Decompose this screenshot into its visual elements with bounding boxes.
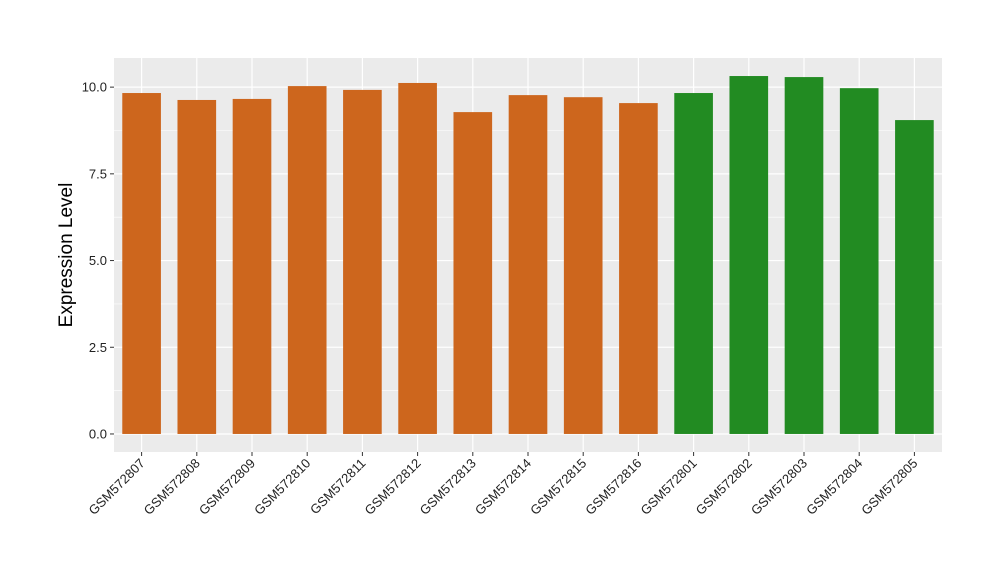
bar-GSM572808 (177, 99, 217, 434)
x-tick-label: GSM572807 (85, 456, 147, 518)
y-tick-label: 5.0 (89, 253, 107, 268)
x-tick-label: GSM572808 (141, 456, 203, 518)
x-tick-label: GSM572816 (582, 456, 644, 518)
y-tick-label: 10.0 (82, 80, 107, 95)
bar-GSM572801 (674, 93, 713, 434)
x-tick-label: GSM572814 (472, 456, 534, 518)
x-tick-label: GSM572803 (748, 456, 810, 518)
bar-GSM572809 (232, 98, 272, 434)
x-tick-label: GSM572802 (693, 456, 755, 518)
x-tick-label: GSM572815 (527, 456, 589, 518)
x-tick-label: GSM572813 (417, 456, 479, 518)
bar-GSM572805 (895, 120, 934, 434)
bars (122, 76, 934, 434)
bar-GSM572812 (398, 82, 437, 434)
y-axis-label: Expression Level (56, 183, 77, 328)
y-tick-label: 0.0 (89, 426, 107, 441)
bar-GSM572807 (122, 93, 161, 434)
x-tick-label: GSM572812 (361, 456, 423, 518)
bar-GSM572810 (287, 86, 327, 434)
x-tick-label: GSM572811 (307, 456, 369, 518)
x-tick-label: GSM572804 (803, 456, 865, 518)
bar-GSM572816 (619, 103, 658, 434)
y-tick-label: 2.5 (89, 340, 107, 355)
bar-GSM572803 (784, 77, 824, 434)
bar-GSM572811 (343, 89, 382, 434)
bar-GSM572802 (729, 76, 769, 434)
x-tick-label: GSM572801 (637, 456, 699, 518)
y-tick-label: 7.5 (89, 166, 107, 181)
x-tick-label: GSM572810 (251, 456, 313, 518)
bar-GSM572813 (453, 112, 493, 434)
y-axis: 0.0 2.5 5.0 7.5 10.0 (82, 80, 114, 441)
x-tick-label: GSM572809 (196, 456, 258, 518)
bar-GSM572804 (839, 88, 879, 434)
x-axis: GSM572807GSM572808GSM572809GSM572810GSM5… (85, 452, 921, 518)
x-tick-label: GSM572805 (858, 456, 920, 518)
bar-GSM572815 (563, 97, 603, 434)
bar-GSM572814 (508, 95, 548, 434)
